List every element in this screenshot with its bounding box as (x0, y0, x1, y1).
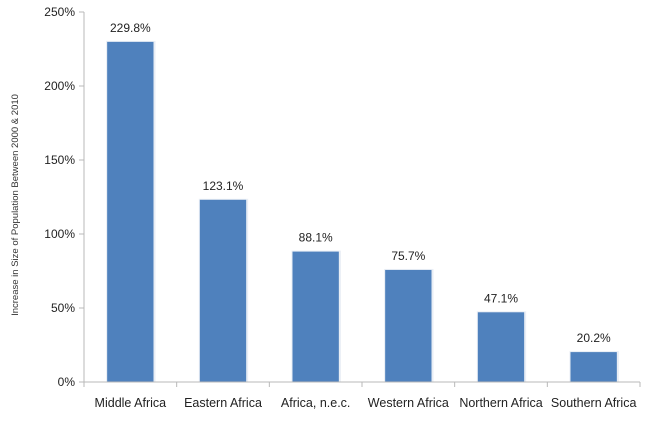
y-tick-label: 0% (58, 375, 76, 389)
y-tick-label: 150% (44, 153, 75, 167)
axes (83, 12, 640, 383)
data-label: 47.1% (484, 291, 518, 305)
x-tick-label: Africa, n.e.c. (281, 396, 350, 410)
data-labels: 229.8% 123.1% 88.1% 75.7% 47.1% 20.2% (110, 21, 611, 345)
data-label: 75.7% (391, 249, 425, 263)
x-tick-label: Northern Africa (459, 396, 542, 410)
x-tick-label: Western Africa (368, 396, 449, 410)
y-tick-label: 50% (51, 301, 75, 315)
x-tick-label: Southern Africa (551, 396, 637, 410)
bar (570, 352, 617, 382)
data-label: 229.8% (110, 21, 151, 35)
bar (107, 41, 154, 383)
bar (199, 199, 247, 382)
y-axis-ticks: 0% 50% 100% 150% 200% 250% (44, 5, 84, 389)
x-tick-label: Eastern Africa (184, 396, 262, 410)
data-label: 88.1% (299, 231, 333, 245)
bar (292, 251, 339, 382)
y-tick-label: 200% (44, 79, 75, 93)
y-axis-title: Increase in Size of Population Between 2… (10, 94, 21, 316)
x-tick-label: Middle Africa (95, 396, 167, 410)
y-tick-label: 250% (44, 5, 75, 19)
bars (106, 40, 619, 383)
data-label: 20.2% (577, 331, 611, 345)
bar (385, 269, 432, 382)
x-axis-ticks: Middle Africa Eastern Africa Africa, n.e.c… (83, 382, 641, 410)
data-label: 123.1% (203, 179, 244, 193)
bar (477, 312, 525, 382)
y-tick-label: 100% (44, 227, 75, 241)
